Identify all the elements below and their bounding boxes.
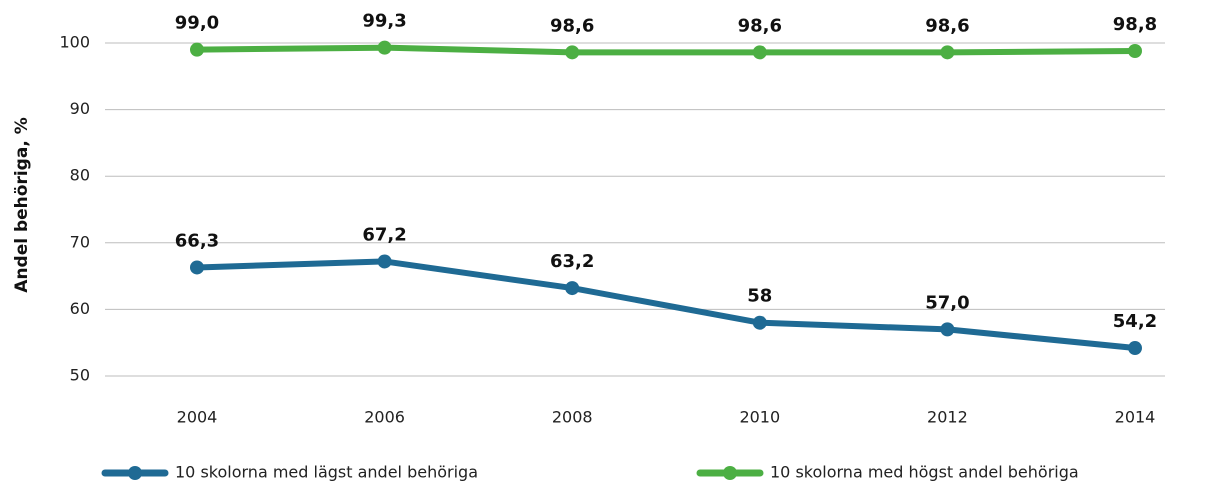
legend-swatch-dot [128, 466, 142, 480]
point [940, 45, 955, 60]
data-label: 66,3 [175, 230, 219, 251]
x-tick-label: 2010 [739, 408, 780, 427]
y-tick-label: 70 [70, 232, 90, 251]
point [377, 40, 392, 55]
data-label: 67,2 [362, 224, 406, 245]
data-label: 98,6 [550, 15, 594, 36]
data-label: 98,8 [1113, 14, 1157, 35]
x-tick-label: 2014 [1115, 408, 1156, 427]
point [752, 315, 767, 330]
data-label: 99,0 [175, 13, 219, 34]
x-tick-label: 2004 [177, 408, 218, 427]
point [377, 254, 392, 269]
data-label: 99,3 [362, 11, 406, 32]
data-label: 57,0 [925, 292, 969, 313]
data-label: 54,2 [1113, 311, 1157, 332]
point [940, 322, 955, 337]
y-tick-label: 60 [70, 299, 90, 318]
data-label: 58 [747, 286, 772, 307]
y-tick-label: 80 [70, 166, 90, 185]
legend-label: 10 skolorna med högst andel behöriga [770, 463, 1079, 482]
point [1128, 43, 1142, 58]
point [190, 42, 204, 57]
series-line [196, 258, 1136, 352]
legend-swatch-dot [723, 466, 737, 480]
y-tick-label: 100 [59, 33, 90, 52]
point [565, 281, 580, 296]
x-tick-label: 2012 [927, 408, 968, 427]
y-tick-label: 50 [70, 366, 90, 385]
x-tick-label: 2008 [552, 408, 593, 427]
series-line [196, 44, 1136, 56]
legend-label: 10 skolorna med lägst andel behöriga [175, 463, 478, 482]
y-tick-label: 90 [70, 99, 90, 118]
point [1128, 341, 1142, 356]
data-label: 98,6 [738, 15, 782, 36]
y-axis-label: Andel behöriga, % [12, 117, 32, 292]
point [190, 260, 204, 275]
data-label: 63,2 [550, 251, 594, 272]
point [565, 45, 580, 60]
data-label: 98,6 [925, 15, 969, 36]
x-tick-label: 2006 [364, 408, 405, 427]
point [752, 45, 767, 60]
